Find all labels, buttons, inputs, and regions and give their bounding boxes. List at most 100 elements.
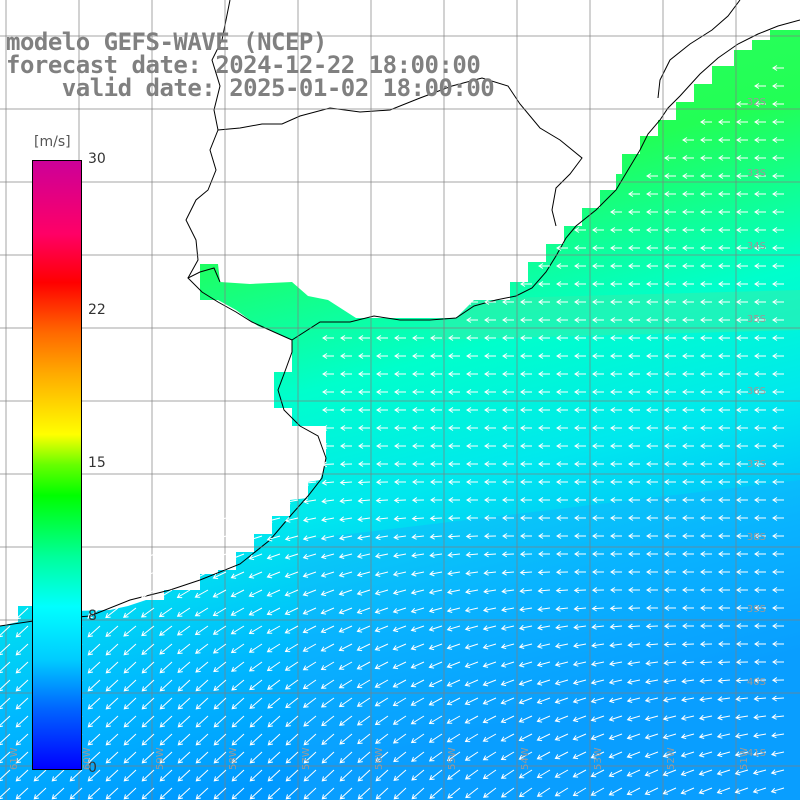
wind-arrow bbox=[465, 570, 479, 576]
wind-arrow bbox=[698, 751, 713, 758]
wind-arrow bbox=[483, 551, 497, 558]
wind-arrow bbox=[411, 769, 425, 781]
wind-arrow bbox=[393, 769, 407, 782]
wind-arrow bbox=[754, 479, 766, 485]
wind-arrow bbox=[772, 137, 784, 143]
wind-arrow bbox=[646, 173, 658, 179]
wind-arrow bbox=[500, 733, 515, 742]
wind-arrow bbox=[680, 715, 695, 721]
wind-arrow bbox=[662, 769, 677, 777]
wind-arrow bbox=[213, 679, 227, 692]
wind-arrow bbox=[646, 263, 658, 269]
wind-arrow bbox=[700, 209, 712, 215]
wind-arrow bbox=[700, 119, 712, 125]
wind-arrow bbox=[518, 733, 533, 742]
wind-arrow bbox=[520, 407, 532, 413]
wind-arrow bbox=[628, 443, 640, 449]
wind-arrow bbox=[177, 751, 191, 764]
wind-arrow bbox=[736, 641, 748, 647]
wind-arrow bbox=[664, 227, 676, 233]
wind-arrow bbox=[520, 335, 532, 341]
wind-arrow bbox=[122, 589, 137, 600]
wind-arrow bbox=[718, 263, 730, 269]
wind-arrow bbox=[248, 643, 263, 653]
wind-arrow bbox=[754, 137, 766, 143]
wind-arrow bbox=[537, 569, 551, 576]
wind-arrow bbox=[664, 209, 676, 215]
wind-arrow bbox=[466, 317, 478, 323]
wind-arrow bbox=[556, 533, 568, 539]
wind-arrow bbox=[429, 769, 443, 781]
wind-arrow bbox=[375, 516, 389, 522]
wind-arrow bbox=[141, 733, 155, 746]
wind-arrow bbox=[430, 443, 442, 449]
wind-arrow bbox=[754, 515, 766, 521]
wind-arrow bbox=[556, 245, 568, 251]
wind-arrow bbox=[375, 769, 389, 782]
wind-arrow bbox=[448, 497, 460, 503]
wind-arrow bbox=[646, 299, 658, 305]
wind-arrow bbox=[536, 679, 551, 686]
wind-arrow bbox=[213, 787, 227, 800]
wind-arrow bbox=[646, 443, 658, 449]
wind-arrow bbox=[177, 643, 191, 655]
wind-arrow bbox=[518, 624, 533, 631]
lon-label: 56W bbox=[374, 747, 385, 770]
wind-arrow bbox=[87, 625, 101, 638]
wind-arrow bbox=[772, 173, 784, 179]
colorbar-tick: 30 bbox=[88, 151, 106, 167]
wind-arrow bbox=[716, 751, 731, 758]
wind-arrow bbox=[302, 625, 317, 634]
wind-arrow bbox=[574, 443, 586, 449]
wind-arrow bbox=[249, 769, 263, 782]
wind-arrow bbox=[736, 119, 748, 125]
wind-arrow bbox=[718, 299, 730, 305]
wind-arrow bbox=[15, 643, 29, 656]
wind-arrow bbox=[609, 660, 623, 667]
wind-arrow bbox=[140, 571, 155, 581]
wind-arrow bbox=[356, 643, 371, 652]
wind-arrow bbox=[87, 697, 101, 710]
wind-arrow bbox=[736, 191, 748, 197]
wind-arrow bbox=[374, 715, 389, 726]
wind-arrow bbox=[572, 787, 587, 797]
wind-arrow bbox=[590, 660, 605, 667]
wind-arrow bbox=[429, 533, 443, 540]
wind-arrow bbox=[682, 407, 694, 413]
wind-arrow bbox=[393, 552, 407, 559]
wind-arrow bbox=[340, 425, 352, 431]
wind-arrow bbox=[610, 587, 622, 593]
wind-arrow bbox=[753, 695, 767, 702]
wind-arrow bbox=[284, 643, 299, 653]
land-area bbox=[0, 0, 800, 626]
wind-arrow bbox=[646, 389, 658, 395]
wind-arrow bbox=[482, 733, 497, 742]
wind-arrow bbox=[231, 661, 245, 672]
wind-arrow bbox=[664, 281, 676, 287]
wind-arrow bbox=[520, 389, 532, 395]
wind-arrow bbox=[664, 353, 676, 359]
wind-arrow bbox=[700, 245, 712, 251]
wind-arrow bbox=[664, 497, 676, 503]
wind-arrow bbox=[500, 679, 515, 687]
wind-arrow bbox=[466, 371, 478, 377]
wind-arrow bbox=[682, 425, 694, 431]
wind-arrow bbox=[51, 787, 65, 800]
wind-arrow bbox=[662, 715, 677, 721]
wind-arrow bbox=[537, 606, 551, 612]
wind-arrow bbox=[664, 317, 676, 323]
wind-arrow bbox=[357, 516, 371, 522]
wind-arrow bbox=[610, 551, 622, 557]
wind-arrow bbox=[590, 787, 605, 796]
wind-arrow bbox=[0, 751, 11, 764]
wind-arrow bbox=[682, 173, 694, 179]
wind-arrow bbox=[736, 605, 748, 611]
wind-arrow bbox=[771, 677, 785, 684]
wind-arrow bbox=[428, 625, 443, 632]
wind-arrow bbox=[376, 389, 388, 395]
wind-arrow bbox=[339, 516, 353, 523]
wind-arrow bbox=[592, 263, 604, 269]
wind-arrow bbox=[626, 678, 641, 685]
wind-arrow bbox=[213, 733, 227, 746]
lon-label: 55W bbox=[447, 747, 458, 770]
